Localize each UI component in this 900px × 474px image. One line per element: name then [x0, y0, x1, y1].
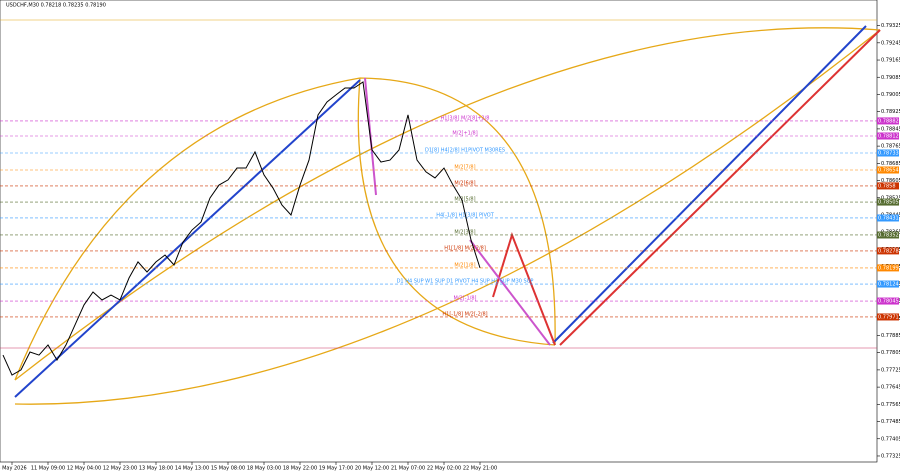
level-label: H1[1/8] M/2[2/8]: [444, 245, 486, 251]
level-tag: [877, 280, 899, 288]
x-tick-label: 14 May 13:00: [175, 466, 209, 472]
level-value: 0.78045: [878, 299, 899, 305]
x-tick-label: 22 May 02:00: [427, 466, 461, 472]
y-tick-label: 0.77485: [881, 419, 900, 425]
x-tick-label: 11 May 09:00: [31, 466, 65, 472]
level-value: 0.78882: [878, 118, 899, 124]
y-tick-label: 0.77405: [881, 436, 900, 442]
x-tick-label: 13 May 18:00: [139, 466, 173, 472]
level-value: 0.78733: [878, 150, 899, 156]
level-label: M/2[-1/8]: [454, 296, 477, 302]
y-tick-label: 0.77645: [881, 385, 900, 391]
x-tick-label: 19 May 17:00: [319, 466, 353, 472]
ellipse: [357, 77, 556, 346]
level-label: H1[3/8] M/2[8]+2/8: [441, 115, 490, 121]
trend-line: [14, 79, 361, 398]
y-tick-label: 0.77565: [881, 402, 900, 408]
arrow: [469, 239, 551, 346]
level-label: M/2[3/8]: [454, 229, 475, 235]
y-tick-label: 0.79005: [881, 92, 900, 98]
x-tick-label: 18 May 03:00: [247, 466, 281, 472]
x-tick-label: 12 May 04:00: [67, 466, 101, 472]
level-tag: [877, 297, 899, 305]
price-line: [2, 81, 481, 376]
level-value: 0.7858: [878, 183, 896, 189]
level-tag: [877, 149, 899, 157]
y-tick-label: 0.78605: [881, 178, 900, 184]
y-tick-label: 0.79325: [881, 23, 900, 29]
level-value: 0.78505: [878, 200, 899, 206]
y-tick-label: 0.77725: [881, 367, 900, 373]
level-tag: [877, 166, 899, 174]
y-tick-label: 0.79245: [881, 40, 900, 46]
level-value: 0.78278: [878, 248, 899, 254]
level-label: M/2[5/8]: [454, 197, 475, 203]
chart-title: USDCHF,M30 0.78218 0.78235 0.78190: [6, 3, 106, 9]
level-tag: [877, 198, 899, 206]
level-value: 0.77971: [878, 314, 899, 320]
level-label: M/2[1/8]: [454, 262, 475, 268]
y-tick-label: 0.77885: [881, 333, 900, 339]
level-value: 0.78654: [878, 167, 899, 173]
level-tag: [877, 214, 899, 222]
level-label: M/2[+1/8]: [452, 130, 477, 136]
x-tick-label: 8 May 2026: [0, 466, 27, 472]
y-tick-label: 0.78925: [881, 109, 900, 115]
level-tag: [877, 117, 899, 125]
plot-area: [0, 0, 878, 463]
level-value: 0.78431: [878, 215, 899, 221]
y-tick-label: 0.78685: [881, 161, 900, 167]
y-tick-label: 0.78845: [881, 126, 900, 132]
level-tag: [877, 247, 899, 255]
trend-line: [552, 25, 867, 344]
level-tag: [877, 264, 899, 272]
level-label: D1[8] H4[2/8] H1PIVOT M30RES: [425, 147, 505, 153]
y-tick-label: 0.78765: [881, 144, 900, 150]
level-value: 0.78812: [878, 133, 899, 139]
level-label: M/2[6/8]: [454, 180, 475, 186]
level-value: 0.78352: [878, 232, 899, 238]
y-tick-label: 0.77325: [881, 453, 900, 459]
y-tick-label: 0.78525: [881, 195, 900, 201]
level-label: M/2[7/8]: [454, 164, 475, 170]
arrow: [559, 29, 881, 346]
y-tick-label: 0.79165: [881, 58, 900, 64]
x-tick-label: 12 May 23:00: [103, 466, 137, 472]
annotations: [0, 19, 881, 405]
level-tag: [877, 132, 899, 140]
level-tag: [877, 182, 899, 190]
level-label: D1 H4 SUP W1 SUP D1 PIVOT H4 SUP H1 SUP …: [397, 279, 534, 285]
level-value: 0.78124: [878, 282, 899, 288]
x-tick-label: 18 May 22:00: [283, 466, 317, 472]
x-tick-label: 15 May 08:00: [211, 466, 245, 472]
level-tag: [877, 313, 899, 321]
x-tick-label: 20 May 12:00: [355, 466, 389, 472]
level-value: 0.78199: [878, 265, 899, 271]
y-tick-label: 0.79085: [881, 75, 900, 81]
ellipse: [14, 27, 881, 405]
x-tick-label: 22 May 21:00: [463, 466, 497, 472]
level-label: H1[-1/8] M/2[-2/8]: [442, 311, 487, 317]
x-tick-label: 21 May 07:00: [391, 466, 425, 472]
y-tick-label: 0.77805: [881, 350, 900, 356]
level-tag: [877, 231, 899, 239]
